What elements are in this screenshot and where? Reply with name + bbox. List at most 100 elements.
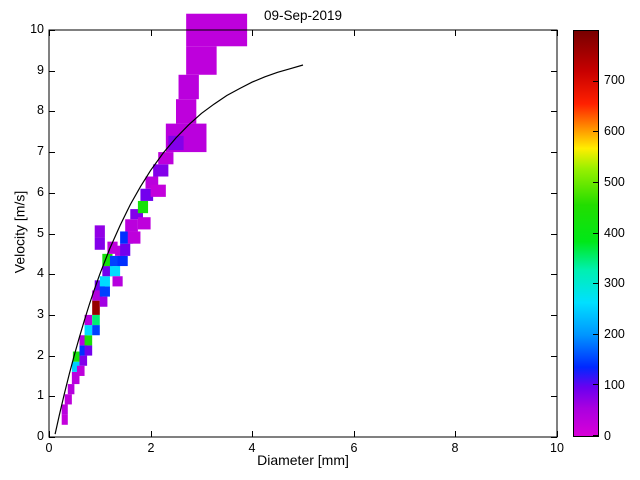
heatmap-cell bbox=[92, 325, 100, 336]
colorbar-tick-mark bbox=[593, 131, 598, 132]
tick-mark bbox=[49, 70, 55, 72]
x-tick-label: 4 bbox=[248, 441, 256, 455]
tick-mark bbox=[551, 273, 557, 275]
heatmap-cell bbox=[158, 152, 174, 165]
heatmap-cell bbox=[178, 74, 199, 100]
colorbar-tick-label: 200 bbox=[604, 327, 625, 341]
tick-mark bbox=[49, 355, 55, 357]
heatmap-cell bbox=[102, 253, 113, 267]
y-tick-label: 2 bbox=[37, 348, 44, 362]
colorbar-tick-label: 600 bbox=[604, 124, 625, 138]
tick-mark bbox=[49, 29, 55, 31]
heatmap-cell bbox=[79, 335, 88, 346]
x-tick-label: 2 bbox=[147, 441, 155, 455]
tick-mark bbox=[454, 431, 456, 437]
colorbar-tick-mark bbox=[593, 182, 598, 183]
heatmap-cell bbox=[112, 276, 123, 287]
tick-mark bbox=[551, 151, 557, 153]
x-tick-label: 8 bbox=[451, 441, 459, 455]
terminal-velocity-curve bbox=[55, 65, 303, 434]
x-tick-label: 10 bbox=[550, 441, 564, 455]
tick-mark bbox=[551, 314, 557, 316]
heatmap-cell bbox=[117, 255, 128, 267]
y-tick-label: 10 bbox=[30, 22, 44, 36]
heatmap-cell bbox=[115, 245, 126, 256]
colorbar-tick-mark bbox=[593, 233, 598, 234]
colorbar-tick-label: 500 bbox=[604, 175, 625, 189]
tick-mark bbox=[150, 30, 152, 36]
tick-mark bbox=[551, 436, 557, 438]
y-tick-label: 4 bbox=[37, 266, 44, 280]
heatmap-cell bbox=[150, 184, 166, 197]
colorbar-tick-mark bbox=[593, 435, 598, 436]
tick-mark bbox=[49, 151, 55, 153]
colorbar-tick-label: 100 bbox=[604, 378, 625, 392]
tick-mark bbox=[49, 436, 55, 438]
heatmap-cell bbox=[61, 404, 68, 415]
tick-mark bbox=[251, 30, 253, 36]
colorbar-tick-label: 700 bbox=[604, 73, 625, 87]
y-tick-label: 7 bbox=[37, 144, 44, 158]
colorbar-tick-label: 300 bbox=[604, 276, 625, 290]
tick-mark bbox=[251, 431, 253, 437]
heatmap-cell bbox=[84, 335, 93, 346]
x-axis-label: Diameter [mm] bbox=[257, 452, 349, 468]
colorbar-tick-label: 0 bbox=[604, 429, 611, 443]
tick-mark bbox=[49, 314, 55, 316]
heatmap-cell bbox=[109, 255, 121, 267]
x-tick-label: 6 bbox=[350, 441, 358, 455]
y-tick-label: 8 bbox=[37, 103, 44, 117]
heatmap-cell bbox=[137, 217, 151, 230]
y-tick-label: 5 bbox=[37, 226, 44, 240]
heatmap-cell bbox=[79, 345, 88, 356]
tick-mark bbox=[49, 273, 55, 275]
heatmap-cell bbox=[71, 361, 80, 372]
heatmap-canvas bbox=[49, 30, 557, 437]
heatmap-cell bbox=[120, 243, 131, 256]
tick-mark bbox=[551, 29, 557, 31]
tick-mark bbox=[48, 30, 50, 36]
tick-mark bbox=[551, 110, 557, 112]
tick-mark bbox=[49, 110, 55, 112]
heatmap-cell bbox=[67, 384, 75, 395]
heatmap-cell bbox=[71, 371, 80, 385]
heatmap-cell bbox=[127, 231, 141, 244]
heatmap-cell bbox=[186, 46, 217, 75]
heatmap-cell bbox=[125, 219, 138, 232]
heatmap-cell bbox=[94, 225, 105, 238]
heatmap-cell bbox=[102, 266, 113, 277]
colorbar-tick-mark bbox=[593, 283, 598, 284]
plot-area bbox=[49, 30, 557, 437]
heatmap-cell bbox=[72, 351, 81, 362]
x-tick-label: 0 bbox=[45, 441, 53, 455]
tick-mark bbox=[353, 30, 355, 36]
heatmap-cell bbox=[140, 188, 154, 201]
heatmap-cell bbox=[84, 314, 93, 326]
tick-mark bbox=[454, 30, 456, 36]
heatmap-cell bbox=[109, 266, 121, 277]
y-tick-label: 9 bbox=[37, 63, 44, 77]
heatmap-cell bbox=[99, 296, 108, 307]
tick-mark bbox=[48, 431, 50, 437]
colorbar bbox=[573, 30, 599, 437]
heatmap-cell bbox=[94, 237, 105, 250]
heatmap-cell bbox=[168, 135, 184, 151]
tick-mark bbox=[556, 30, 558, 36]
heatmap-cell bbox=[92, 314, 100, 326]
heatmap-cell bbox=[153, 164, 169, 177]
heatmap-cell bbox=[84, 325, 93, 336]
heatmap-cell bbox=[107, 241, 118, 254]
tick-mark bbox=[551, 70, 557, 72]
heatmap-cell bbox=[137, 200, 149, 214]
y-tick-label: 0 bbox=[37, 429, 44, 443]
colorbar-tick-mark bbox=[593, 81, 598, 82]
heatmap-cell bbox=[176, 99, 197, 124]
y-tick-label: 1 bbox=[37, 388, 44, 402]
heatmap-cell bbox=[61, 414, 68, 425]
heatmap-cell bbox=[76, 365, 85, 376]
colorbar-tick-label: 400 bbox=[604, 226, 625, 240]
y-tick-label: 3 bbox=[37, 307, 44, 321]
tick-mark bbox=[551, 192, 557, 194]
heatmap-cell bbox=[84, 345, 93, 356]
